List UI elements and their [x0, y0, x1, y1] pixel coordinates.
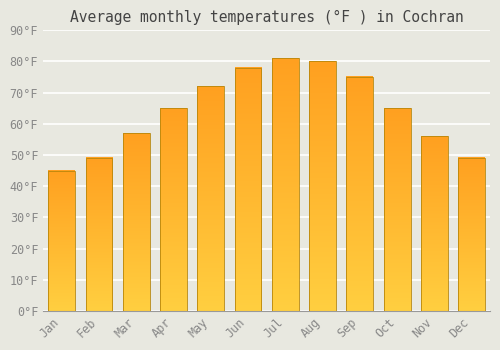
Bar	[48, 170, 75, 311]
Bar	[160, 108, 187, 311]
Bar	[309, 61, 336, 311]
Bar	[123, 133, 150, 311]
Bar	[346, 77, 374, 311]
Bar	[458, 158, 485, 311]
Bar	[86, 158, 112, 311]
Bar	[384, 108, 410, 311]
Bar	[234, 68, 262, 311]
Title: Average monthly temperatures (°F ) in Cochran: Average monthly temperatures (°F ) in Co…	[70, 10, 464, 25]
Bar	[272, 58, 298, 311]
Bar	[421, 136, 448, 311]
Bar	[198, 86, 224, 311]
